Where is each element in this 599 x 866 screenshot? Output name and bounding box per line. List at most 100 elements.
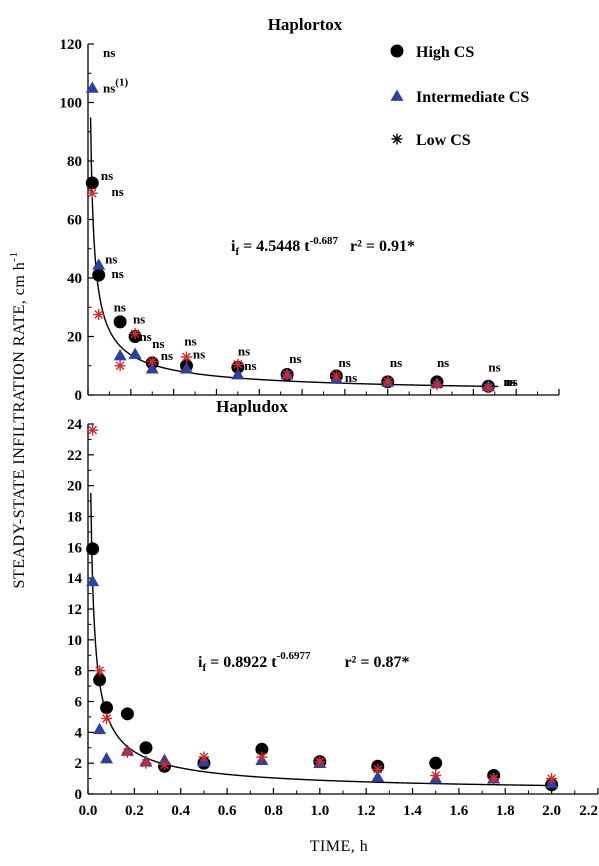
x-tick-label: 1.0 (310, 803, 329, 819)
x-tick-label: 0.0 (79, 803, 98, 819)
legend-intermediate-cs: Intermediate CS (416, 89, 529, 106)
ns-annotation: ns (503, 374, 515, 389)
data-point-asterisk (546, 773, 558, 785)
y-tick-label: 0 (75, 388, 83, 404)
x-tick-label: 2.0 (542, 803, 561, 819)
ns-annotation: ns (244, 358, 256, 373)
power-fit-line (89, 117, 499, 388)
data-point-asterisk (314, 756, 326, 768)
x-tick-label: 0.8 (264, 803, 283, 819)
y-tick-label: 60 (67, 213, 82, 229)
data-point-circle (100, 701, 114, 715)
x-tick-label: 1.6 (450, 803, 469, 819)
data-point-circle (86, 542, 100, 556)
legend-high-cs-marker (390, 44, 404, 58)
data-point-triangle (92, 258, 106, 270)
data-point-circle (429, 756, 443, 770)
data-point-asterisk (232, 358, 244, 370)
data-point-triangle (86, 574, 100, 587)
data-point-circle (139, 741, 153, 755)
x-tick-label: 1.4 (403, 803, 422, 819)
data-point-asterisk (101, 712, 113, 724)
ns-annotation: ns (152, 336, 164, 351)
data-point-asterisk (256, 751, 268, 763)
data-point-triangle (179, 362, 193, 374)
data-point-asterisk (488, 773, 500, 785)
data-point-triangle (113, 349, 127, 361)
ns-annotation: ns (101, 168, 113, 183)
ns-annotation: ns (161, 348, 173, 363)
data-point-circle (93, 673, 107, 687)
data-point-asterisk (93, 309, 105, 321)
data-point-asterisk (372, 763, 384, 775)
data-point-triangle (231, 368, 245, 380)
data-points (85, 81, 495, 394)
data-point-asterisk (430, 770, 442, 781)
ns-annotation: ns(1) (103, 76, 128, 95)
ns-annotation: ns (505, 374, 517, 389)
y-tick-label: 100 (60, 96, 83, 112)
y-tick-label: 4 (75, 725, 83, 741)
regression-equation: if = 0.8922 t-0.6977 r² = 0.87* (198, 650, 410, 674)
legend-marker-asterisk (391, 133, 403, 145)
data-point-circle (113, 315, 127, 329)
data-points (86, 424, 559, 792)
fit-curve (89, 117, 499, 388)
y-tick-label: 80 (67, 154, 82, 170)
data-point-circle (92, 268, 106, 282)
y-tick-label: 16 (67, 540, 83, 556)
x-axis-title: TIME, h (310, 838, 369, 855)
data-point-asterisk (94, 665, 106, 677)
ns-annotation: ns (390, 355, 402, 370)
legend-low-cs: Low CS (416, 132, 471, 149)
y-tick-label: 10 (67, 633, 82, 649)
y-tick-label: 14 (67, 571, 83, 587)
ns-annotation: ns (103, 45, 115, 60)
ns-annotation: ns (139, 329, 151, 344)
ns-annotation: ns (184, 333, 196, 348)
legend-low-cs-marker (391, 133, 403, 145)
data-point-triangle (128, 347, 142, 359)
x-tick-label: 1.2 (357, 803, 376, 819)
data-point-circle (255, 742, 269, 756)
x-tick-label: 1.8 (496, 803, 515, 819)
data-point-asterisk (140, 757, 152, 769)
data-point-triangle (85, 81, 99, 93)
legend-marker-circle (390, 44, 404, 58)
data-point-asterisk (86, 187, 98, 199)
regression-equation: if = 4.5448 t-0.687 r² = 0.91* (231, 235, 415, 258)
data-point-circle (120, 707, 134, 721)
data-point-asterisk (180, 351, 192, 363)
data-point-triangle (371, 770, 385, 782)
ns-annotation: ns (238, 344, 250, 359)
y-tick-label: 24 (67, 417, 83, 433)
legend-marker-triangle (390, 89, 404, 101)
legend-high-cs: High CS (416, 44, 474, 61)
y-tick-label: 120 (60, 37, 83, 53)
ns-annotation: ns (193, 346, 205, 361)
data-point-asterisk (431, 379, 443, 391)
ns-annotation: ns (114, 300, 126, 315)
y-tick-label: 20 (67, 330, 82, 346)
ns-annotation: ns (289, 351, 301, 366)
data-point-triangle (145, 362, 159, 374)
y-tick-label: 18 (67, 510, 82, 526)
ns-annotation: ns (488, 360, 500, 375)
ns-annotation: ns (345, 370, 357, 385)
data-point-asterisk (87, 424, 99, 436)
y-tick-label: 0 (75, 787, 83, 803)
data-point-triangle (93, 722, 107, 735)
x-tick-label: 2.2 (579, 803, 598, 819)
x-tick-label: 0.4 (171, 803, 190, 819)
y-tick-label: 12 (67, 602, 82, 618)
x-tick-label: 0.2 (125, 803, 144, 819)
ns-annotation: ns (437, 355, 449, 370)
panel-title: Hapludox (216, 397, 288, 416)
data-point-asterisk (114, 360, 126, 372)
legend-intermediate-cs-marker (390, 89, 404, 101)
ns-annotation: ns (112, 266, 124, 281)
